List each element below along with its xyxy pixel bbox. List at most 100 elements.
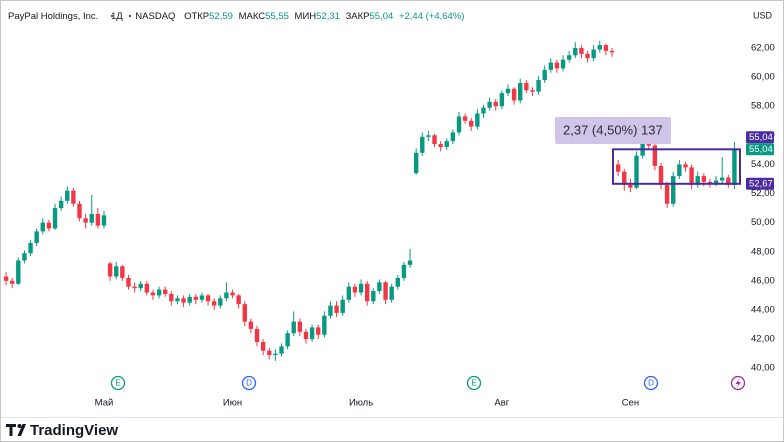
candle-body [22,253,27,261]
candle-body [89,213,94,223]
y-tick-label: 42,00 [751,334,775,345]
range-bottom-tag-bg [746,177,774,190]
candle-body [389,286,394,300]
candle-body [554,62,560,69]
event-icon [643,375,659,391]
event-letter: D [648,379,654,388]
range-label-bg [555,117,671,144]
candle-body [316,327,321,335]
candle-body [726,177,731,185]
separator-dot [111,15,113,17]
candle-body [3,276,9,281]
candle-body [426,135,431,137]
candle-body [181,298,186,303]
y-tick-label: 50,00 [751,217,775,228]
candle-body [585,53,590,59]
candle-body [371,291,376,302]
candle-body [383,282,388,300]
candle-body [566,55,572,60]
candle-body [95,213,101,226]
candle-body [193,296,199,300]
candle-body [328,305,333,316]
range-label: 2,37 (4,50%) 137 [563,122,663,137]
candle-body [242,304,247,322]
candle-body [732,149,737,185]
candle-body [126,277,131,287]
logo-mark [6,424,16,436]
candle-body [420,136,425,153]
candle-body [395,277,400,287]
candle-body [493,101,498,107]
candle-body [9,280,15,284]
x-tick-label: Июн [223,398,242,409]
candle-body [689,167,694,185]
legend-label: МАКС [239,11,266,22]
candle-body [713,180,719,184]
candle-body [511,88,517,101]
interval: 1Д [111,11,123,22]
candle-body [640,132,645,156]
candle-body [407,260,413,265]
logo-mark [17,424,26,436]
candle-body [150,292,156,296]
event-letter: D [246,379,252,388]
candle-body [701,176,707,182]
exchange: NASDAQ [135,11,175,22]
candle-body [291,321,296,334]
range-top-tag-bg [746,131,774,144]
last-price-tag-bg [746,143,774,156]
candle-body [187,296,192,303]
y-tick-label: 60,00 [751,72,775,83]
candle-body [683,164,688,168]
candle-body [169,293,174,302]
legend-label: ЗАКР [346,11,370,22]
candle-body [444,141,449,147]
event-icon [241,375,257,391]
logo: TradingView [6,422,118,439]
candle-body [560,59,566,69]
candle-body [530,90,535,92]
legend-value: 52,59 [209,11,233,22]
candle-body [309,327,315,340]
candle-body [542,69,547,81]
candle-body [573,48,578,56]
x-tick-label: Авг [494,398,509,409]
candle-body [199,295,205,300]
candle-body [603,45,609,51]
candle-body [83,218,88,223]
y-tick-label: 40,00 [751,363,775,374]
candle-body [163,289,168,294]
candle-body [609,50,615,53]
candle-body [695,176,700,185]
candle-body [322,315,327,335]
candle-body [671,176,676,204]
event-letter: E [471,379,476,388]
candle-body [481,107,486,114]
y-tick-label: 46,00 [751,275,775,286]
x-tick-label: Май [95,398,114,409]
candle-body [28,243,33,254]
candle-body [101,215,107,226]
legend-label: МИН [295,11,317,22]
candle-body [658,165,664,185]
candle-body [719,177,725,181]
candle-body [285,333,290,347]
candle-body [652,145,658,166]
candle-body [211,301,217,306]
candle-body [138,283,143,289]
candle-body [279,346,284,354]
y-tick-label: 58,00 [751,101,775,112]
candle-body [358,283,364,293]
candle-body [114,266,119,277]
candle-body [462,116,468,121]
candle-body [346,286,352,300]
legend-value: 55,04 [370,11,394,22]
candle-body [340,299,345,313]
candle-body [65,190,70,201]
candle-body [677,164,682,177]
candle-body [297,321,303,332]
candle-body [634,155,639,188]
candle-body [475,113,480,127]
candle-body [524,82,529,91]
